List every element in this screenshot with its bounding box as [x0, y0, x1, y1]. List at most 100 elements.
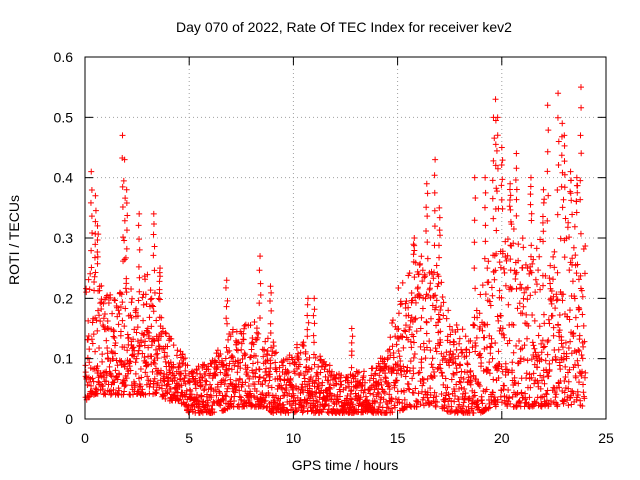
data-point [579, 403, 586, 410]
data-point [435, 319, 442, 326]
data-point [146, 314, 153, 321]
data-point-peak [121, 156, 128, 163]
data-point [510, 226, 517, 233]
data-point [578, 372, 585, 379]
data-point [552, 353, 559, 360]
data-point [231, 393, 238, 400]
data-point [495, 348, 502, 355]
data-point [317, 356, 324, 363]
data-point [223, 344, 230, 351]
data-point [142, 291, 149, 298]
y-axis-label: ROTI / TECUs [6, 195, 22, 285]
data-point [352, 373, 359, 380]
data-point [245, 382, 252, 389]
data-point [407, 338, 414, 345]
data-point [481, 334, 488, 341]
data-point [277, 395, 284, 402]
data-point-peak [123, 186, 130, 193]
data-point [471, 392, 478, 399]
data-point [376, 372, 383, 379]
data-point [164, 389, 171, 396]
data-point [537, 286, 544, 293]
data-point [132, 370, 139, 377]
data-point [301, 372, 308, 379]
data-point [439, 294, 446, 301]
data-point [538, 356, 545, 363]
data-point [433, 297, 440, 304]
data-point [204, 391, 211, 398]
data-point [553, 357, 560, 364]
data-point [527, 191, 534, 198]
data-point [224, 385, 231, 392]
data-point [446, 323, 453, 330]
data-point [158, 314, 165, 321]
data-point [410, 370, 417, 377]
data-point [110, 333, 117, 340]
data-point [493, 147, 500, 154]
data-point [139, 350, 146, 357]
data-point [264, 335, 271, 342]
data-point [393, 377, 400, 384]
data-point [224, 297, 231, 304]
data-point [516, 338, 523, 345]
data-point [524, 296, 531, 303]
data-point [242, 351, 249, 358]
data-point [427, 347, 434, 354]
data-point [272, 359, 279, 366]
data-point [241, 403, 248, 410]
data-point [119, 299, 126, 306]
data-point [518, 389, 525, 396]
data-point [238, 346, 245, 353]
data-point [367, 390, 374, 397]
data-point [540, 344, 547, 351]
data-point [529, 403, 536, 410]
data-point [389, 320, 396, 327]
data-point [121, 344, 128, 351]
data-point [179, 351, 186, 358]
data-point [104, 345, 111, 352]
data-point [417, 260, 424, 267]
data-point [455, 353, 462, 360]
data-point [310, 312, 317, 319]
data-point [419, 267, 426, 274]
data-point [498, 294, 505, 301]
data-point [430, 292, 437, 299]
data-point [199, 374, 206, 381]
data-point [148, 302, 155, 309]
data-point [256, 300, 263, 307]
data-point [222, 392, 229, 399]
data-point [112, 350, 119, 357]
data-point [430, 275, 437, 282]
data-point [452, 355, 459, 362]
data-point [530, 256, 537, 263]
data-point [120, 177, 127, 184]
data-point [387, 352, 394, 359]
data-point [88, 264, 95, 271]
data-point [470, 409, 477, 416]
data-point [184, 362, 191, 369]
data-point [500, 265, 507, 272]
data-point [399, 333, 406, 340]
data-point [493, 227, 500, 234]
data-point [507, 256, 514, 263]
data-point [533, 281, 540, 288]
data-point [392, 361, 399, 368]
data-point [495, 317, 502, 324]
data-point [486, 298, 493, 305]
data-point [554, 114, 561, 121]
data-point [136, 236, 143, 243]
data-point [232, 384, 239, 391]
data-point [489, 355, 496, 362]
data-point [395, 396, 402, 403]
data-point [477, 291, 484, 298]
data-point [256, 373, 263, 380]
data-point [419, 382, 426, 389]
data-point [326, 362, 333, 369]
data-point [439, 373, 446, 380]
data-point [523, 375, 530, 382]
data-point [283, 387, 290, 394]
data-point [494, 132, 501, 139]
data-point [582, 369, 589, 376]
data-point [257, 291, 264, 298]
data-point [410, 354, 417, 361]
